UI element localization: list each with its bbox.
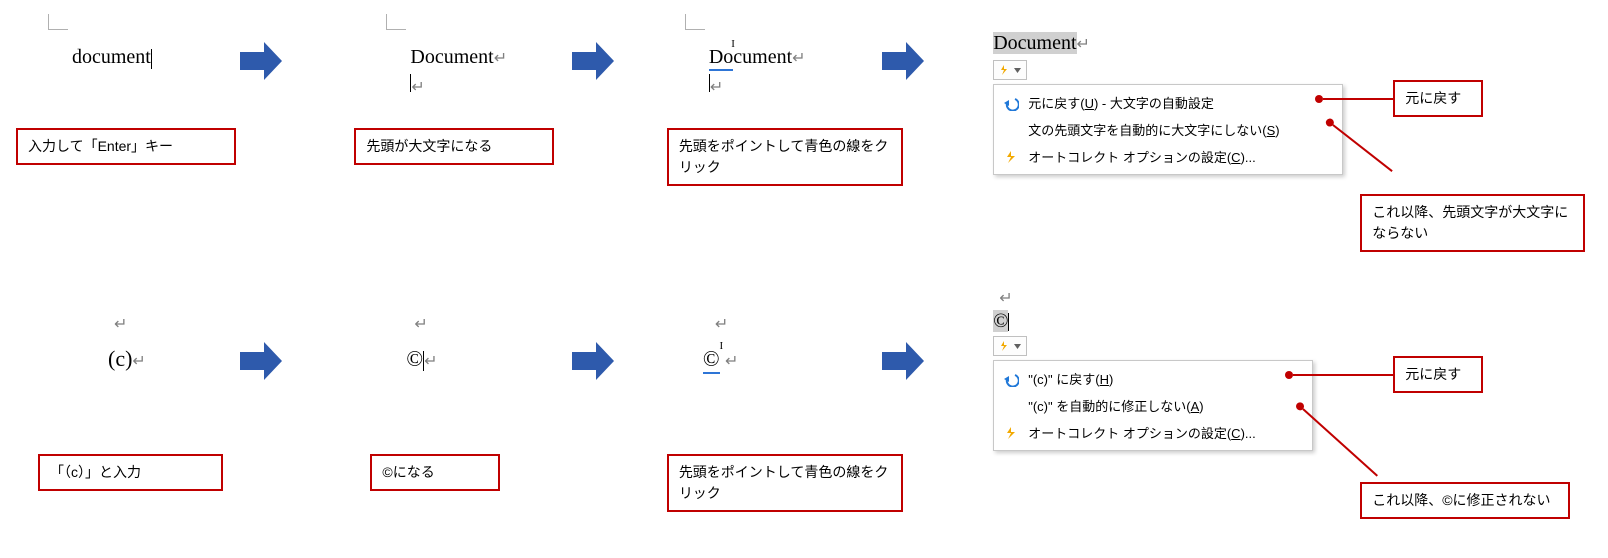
i-beam-cursor-icon: I <box>731 38 735 50</box>
arrow-icon <box>568 36 618 86</box>
page-corner-icon <box>386 14 406 30</box>
return-mark: ↵ <box>414 316 427 333</box>
r1s3-caption: 先頭をポイントして青色の線をクリック <box>667 128 903 186</box>
i-beam-cursor-icon: I <box>720 340 724 352</box>
row-1: document 入力して「Enter」キー Document↵ ↵ 先頭が大文… <box>8 8 1600 248</box>
r1-callout1: 元に戻す <box>1393 80 1483 117</box>
r2-callout2: これ以降、©に修正されない <box>1360 482 1570 519</box>
return-mark: ↵ <box>710 79 723 96</box>
pointer-line <box>1293 374 1393 376</box>
menu-stop-autocorrect[interactable]: "(c)" を自動的に修正しない(A) <box>994 392 1312 419</box>
menu-undo-label: 元に戻す(U) - 大文字の自動設定 <box>1028 93 1330 112</box>
row-2: ↵ (c)↵ 「（c）」と入力 ↵ ©↵ ©になる ↵ ©I ↵ 先頭をポイント… <box>8 288 1600 528</box>
menu-stop-autocap[interactable]: 文の先頭文字を自動的に大文字にしない(S) <box>994 116 1342 143</box>
r1s1-caption: 入力して「Enter」キー <box>16 128 236 165</box>
undo-icon <box>1002 94 1020 112</box>
pointer-line <box>1323 98 1393 100</box>
chevron-down-icon <box>1014 67 1021 74</box>
arrow-icon <box>236 336 286 386</box>
menu-autocorrect-options[interactable]: オートコレクト オプションの設定(C)... <box>994 143 1342 170</box>
undo-icon <box>1002 370 1020 388</box>
underlined-prefix[interactable]: Do <box>709 46 733 71</box>
menu-undo[interactable]: 元に戻す(U) - 大文字の自動設定 <box>994 89 1342 116</box>
menu-stop-label: "(c)" を自動的に修正しない(A) <box>1028 396 1300 415</box>
bolt-icon <box>999 65 1009 75</box>
return-mark: ↵ <box>424 353 437 370</box>
menu-undo[interactable]: "(c)" に戻す(H) <box>994 365 1312 392</box>
r1s4-text: Document <box>993 32 1076 54</box>
return-mark: ↵ <box>792 50 805 67</box>
menu-options-label: オートコレクト オプションの設定(C)... <box>1028 147 1330 166</box>
return-mark: ↵ <box>715 316 728 333</box>
return-mark: ↵ <box>114 316 127 333</box>
page-corner-icon <box>685 14 705 30</box>
chevron-down-icon <box>1014 343 1021 350</box>
return-mark: ↵ <box>411 79 424 96</box>
menu-stop-autocap-label: 文の先頭文字を自動的に大文字にしない(S) <box>1028 120 1330 139</box>
autocorrect-tag-button[interactable] <box>993 336 1027 356</box>
bolt-icon <box>1002 148 1020 166</box>
r2s1-caption: 「（c）」と入力 <box>38 454 223 491</box>
arrow-icon <box>236 36 286 86</box>
return-mark: ↵ <box>725 353 738 370</box>
menu-undo-label: "(c)" に戻す(H) <box>1028 369 1300 388</box>
pointer-line <box>1303 408 1379 476</box>
autocorrect-menu: 元に戻す(U) - 大文字の自動設定 文の先頭文字を自動的に大文字にしない(S)… <box>993 84 1343 175</box>
arrow-icon <box>568 336 618 386</box>
r1s2-text: Document <box>410 46 493 68</box>
r2s4-text: © <box>993 310 1008 332</box>
return-mark: ↵ <box>1077 36 1090 53</box>
menu-options-label: オートコレクト オプションの設定(C)... <box>1028 423 1300 442</box>
r1-callout2: これ以降、先頭文字が大文字にならない <box>1360 194 1585 252</box>
r1s2-caption: 先頭が大文字になる <box>354 128 554 165</box>
r2-callout1: 元に戻す <box>1393 356 1483 393</box>
r2s2-text: © <box>406 346 423 371</box>
text-cursor <box>1008 313 1009 331</box>
return-mark: ↵ <box>494 50 507 67</box>
r1s1-text: document <box>72 46 151 68</box>
page-corner-icon <box>48 14 68 30</box>
return-mark: ↵ <box>999 290 1012 307</box>
r2s3-text[interactable]: © <box>703 346 720 374</box>
autocorrect-tag-button[interactable] <box>993 60 1027 80</box>
arrow-icon <box>878 336 928 386</box>
text-cursor <box>151 49 152 69</box>
arrow-icon <box>878 36 928 86</box>
r2s2-caption: ©になる <box>370 454 500 491</box>
menu-autocorrect-options[interactable]: オートコレクト オプションの設定(C)... <box>994 419 1312 446</box>
r2s1-text: (c) <box>108 346 132 371</box>
autocorrect-menu: "(c)" に戻す(H) "(c)" を自動的に修正しない(A) オートコレクト… <box>993 360 1313 451</box>
r2s3-caption: 先頭をポイントして青色の線をクリック <box>667 454 903 512</box>
bolt-icon <box>1002 424 1020 442</box>
bolt-icon <box>999 341 1009 351</box>
r1s3-text-post: cument <box>733 46 792 68</box>
return-mark: ↵ <box>132 353 145 370</box>
